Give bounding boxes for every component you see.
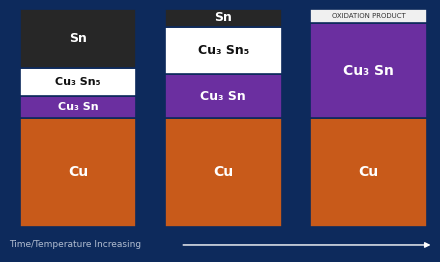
Bar bbox=[165, 26, 282, 74]
Text: Cu: Cu bbox=[213, 165, 233, 179]
Text: Time/Temperature Increasing: Time/Temperature Increasing bbox=[9, 241, 141, 249]
Bar bbox=[310, 23, 427, 118]
Bar bbox=[20, 96, 136, 118]
Text: Cu₃ Sn₅: Cu₃ Sn₅ bbox=[198, 44, 249, 57]
Text: Cu₃ Sn: Cu₃ Sn bbox=[58, 102, 99, 112]
Bar bbox=[310, 118, 427, 227]
Text: Sn: Sn bbox=[214, 11, 232, 24]
Text: OXIDATION PRODUCT: OXIDATION PRODUCT bbox=[332, 13, 405, 19]
Text: Sn: Sn bbox=[69, 32, 87, 45]
Bar bbox=[165, 74, 282, 118]
Bar bbox=[20, 118, 136, 227]
Bar bbox=[20, 68, 136, 96]
Bar bbox=[20, 9, 136, 68]
Text: Cu₃ Sn: Cu₃ Sn bbox=[201, 90, 246, 103]
Bar bbox=[165, 118, 282, 227]
Bar bbox=[165, 9, 282, 26]
Text: Cu₃ Sn: Cu₃ Sn bbox=[343, 64, 394, 78]
Text: Cu: Cu bbox=[359, 165, 378, 179]
Bar bbox=[310, 9, 427, 23]
Text: Cu₃ Sn₅: Cu₃ Sn₅ bbox=[55, 77, 101, 87]
Text: Cu: Cu bbox=[68, 165, 88, 179]
